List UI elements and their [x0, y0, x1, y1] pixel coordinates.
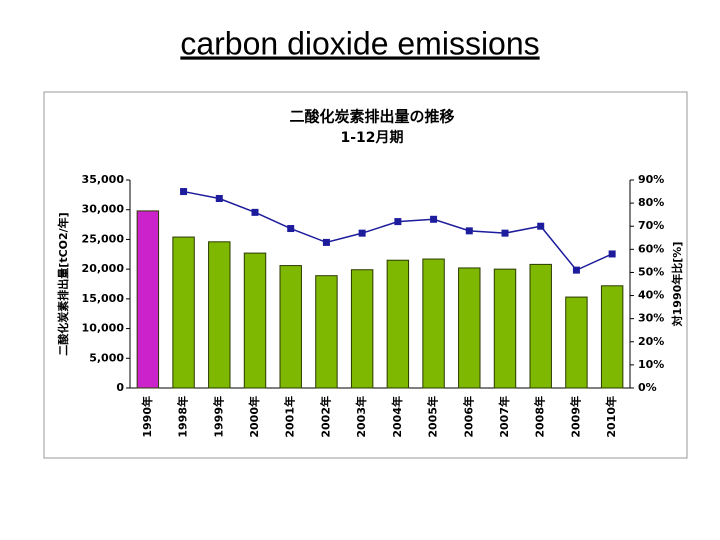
- y2-tick-label: 90%: [638, 173, 664, 186]
- bar: [350, 269, 374, 389]
- x-tick-label: 2000年: [247, 396, 261, 438]
- line-marker: [322, 238, 330, 246]
- x-tick-label: 2009年: [568, 396, 582, 438]
- line-marker: [572, 266, 580, 274]
- x-tick-label: 1998年: [176, 396, 190, 438]
- bar: [208, 241, 231, 389]
- y-tick-label: 20,000: [82, 262, 125, 275]
- y2-tick-label: 10%: [638, 358, 664, 371]
- bar: [600, 285, 624, 389]
- y-tick-label: 25,000: [82, 232, 125, 245]
- line-marker: [180, 188, 188, 196]
- y-tick-label: 0: [116, 381, 124, 394]
- y2-axis-label: 対1990年比[%]: [670, 242, 684, 328]
- bar: [172, 236, 195, 389]
- y2-tick-label: 0%: [638, 381, 657, 394]
- y2-tick-label: 80%: [638, 196, 664, 209]
- y-tick-label: 15,000: [82, 292, 125, 305]
- y2-tick-label: 30%: [638, 312, 664, 325]
- y2-tick-label: 20%: [638, 335, 664, 348]
- x-tick-label: 2004年: [390, 396, 404, 438]
- bar: [422, 258, 445, 389]
- y-tick-label: 10,000: [82, 322, 125, 335]
- x-tick-label: 2010年: [604, 396, 618, 438]
- bar: [565, 296, 588, 389]
- y2-tick-label: 60%: [638, 242, 664, 255]
- bar: [529, 263, 552, 389]
- bar: [386, 259, 410, 389]
- line-marker: [465, 227, 473, 235]
- y2-tick-label: 50%: [638, 265, 664, 278]
- x-tick-label: 2005年: [426, 396, 440, 438]
- x-tick-label: 1990年: [140, 396, 154, 438]
- y-axis-label: 二酸化炭素排出量[tCO2/年]: [56, 212, 70, 355]
- bar: [279, 265, 302, 389]
- x-tick-label: 2006年: [461, 396, 475, 438]
- y2-tick-label: 40%: [638, 289, 664, 302]
- x-tick-label: 2007年: [497, 396, 511, 438]
- line-marker: [537, 222, 545, 230]
- y-tick-label: 35,000: [82, 173, 125, 186]
- chart-subtitle: 1-12月期: [340, 130, 403, 146]
- x-tick-label: 2001年: [283, 396, 297, 438]
- x-tick-label: 2003年: [354, 396, 368, 438]
- y2-tick-label: 70%: [638, 219, 664, 232]
- line-marker: [501, 229, 509, 237]
- line-marker: [251, 208, 259, 216]
- bar: [315, 275, 338, 389]
- y-tick-label: 5,000: [89, 351, 124, 364]
- bar: [458, 267, 481, 389]
- line-marker: [608, 250, 616, 258]
- x-tick-label: 2008年: [533, 396, 547, 438]
- slide-title: carbon dioxide emissions: [180, 25, 539, 61]
- y-tick-label: 30,000: [82, 203, 125, 216]
- bar: [493, 268, 517, 389]
- line-marker: [394, 218, 402, 226]
- line-marker: [358, 229, 366, 237]
- line-marker: [215, 194, 223, 202]
- x-tick-label: 2002年: [318, 396, 332, 438]
- line-marker: [287, 225, 295, 233]
- chart-title: 二酸化炭素排出量の推移: [289, 108, 454, 126]
- bar: [136, 210, 160, 389]
- x-tick-label: 1999年: [211, 396, 225, 438]
- line-marker: [430, 215, 438, 223]
- bar: [243, 252, 267, 389]
